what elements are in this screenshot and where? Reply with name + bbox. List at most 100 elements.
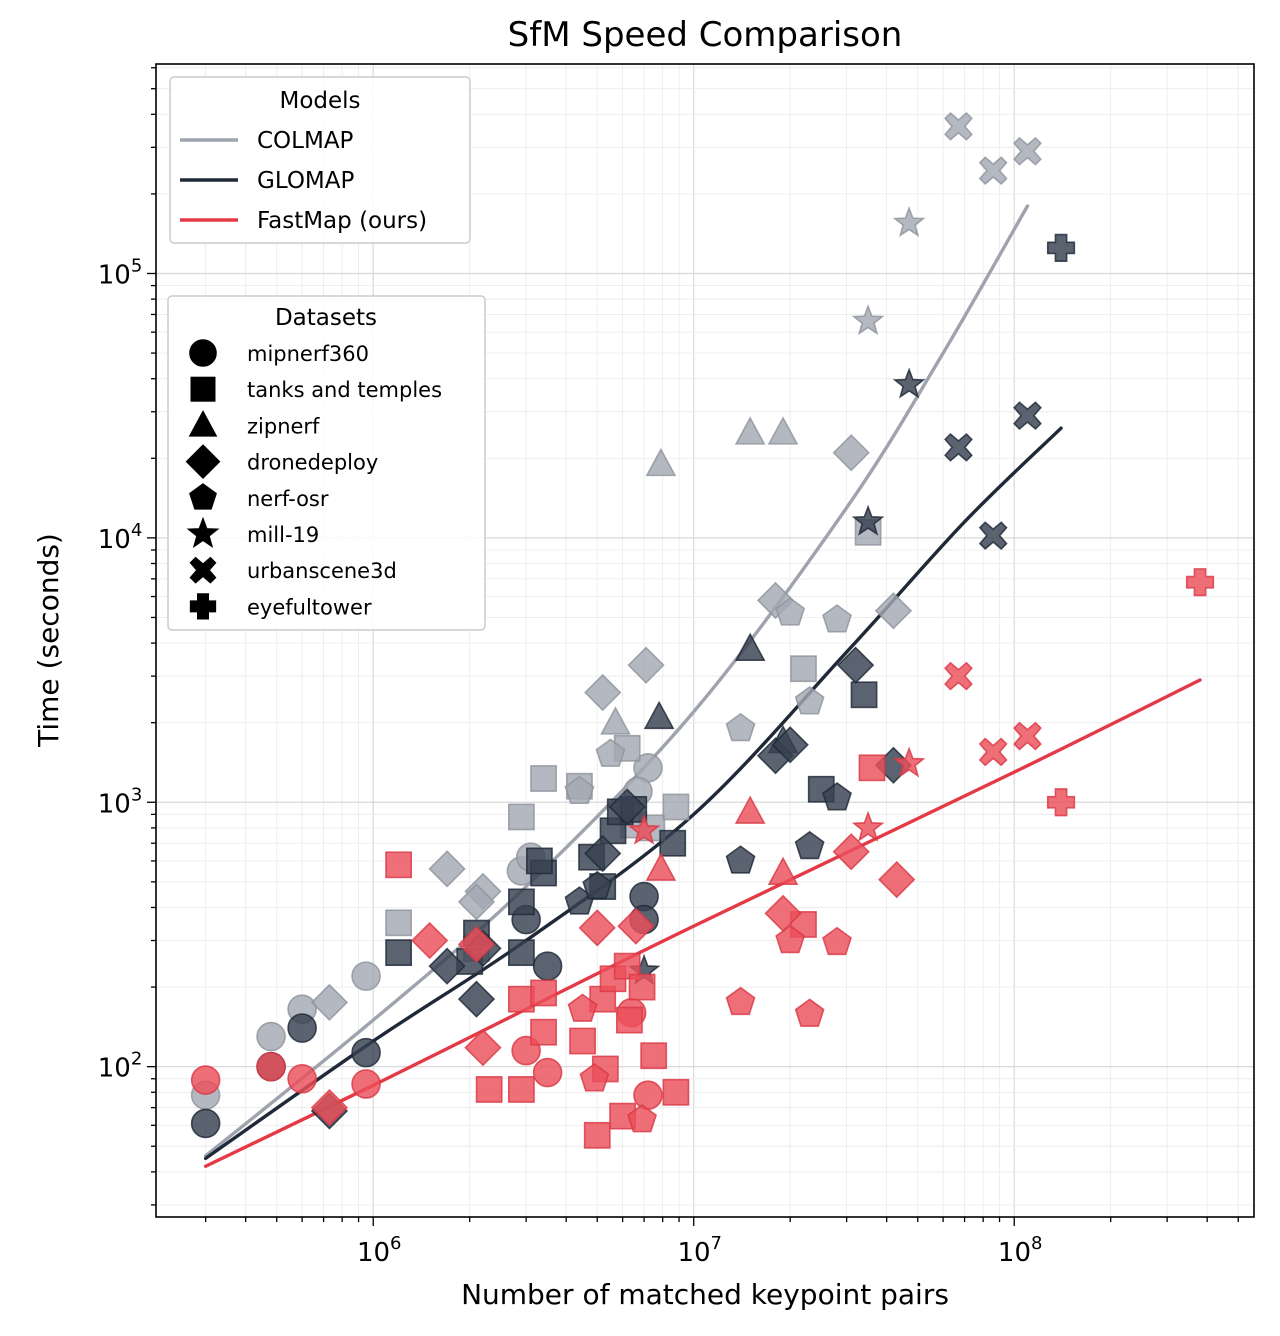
legend-label-urbanscene3d: urbanscene3d [247,559,397,583]
point-colmap-mipnerf360 [351,961,381,991]
point-colmap-dronedeploy [584,673,622,712]
point-colmap-urbanscene3d [1013,136,1042,166]
point-fastmap-urbanscene3d [1013,721,1042,751]
point-fastmap-mill-19 [627,813,661,845]
models-legend-frame [169,76,471,244]
models-legend: Models COLMAP GLOMAP FastMap (ours) [169,76,471,244]
legend-label-mipnerf360: mipnerf360 [247,342,369,366]
legend-label-eyefultower: eyefultower [247,595,372,619]
point-fastmap-zipnerf [734,795,766,824]
point-glomap-mill-19 [851,504,885,536]
legend-marker-tanks-and-temples [190,376,216,402]
point-glomap-dronedeploy [608,788,646,826]
point-glomap-tanks-and-temples [850,681,878,709]
point-fastmap-dronedeploy [832,833,870,871]
point-colmap-nerf-osr [822,604,852,633]
point-fastmap-tanks-and-temples [530,1018,557,1046]
point-glomap-dronedeploy [771,726,809,764]
legend-marker-mill-19 [186,516,220,548]
point-colmap-tanks-and-temples [508,803,535,831]
legend-label-fastmap: FastMap (ours) [257,208,427,234]
point-fastmap-nerf-osr [579,1063,610,1092]
point-glomap-mipnerf360 [190,1108,221,1139]
point-colmap-nerf-osr [564,775,595,805]
legend-label-glomap: GLOMAP [257,168,354,194]
point-colmap-nerf-osr [725,712,756,742]
point-glomap-zipnerf [643,700,675,730]
chart-title: SfM Speed Comparison [508,15,903,55]
point-fastmap-tanks-and-temples [640,1042,668,1070]
point-fastmap-mipnerf360 [190,1065,221,1095]
point-glomap-mill-19 [892,367,926,399]
point-glomap-nerf-osr [725,845,756,874]
point-fastmap-dronedeploy [457,925,496,964]
point-colmap-zipnerf [645,447,677,477]
legend-label-colmap: COLMAP [257,128,354,154]
models-legend-title: Models [279,88,360,114]
point-glomap-urbanscene3d [978,521,1008,551]
point-fastmap-mipnerf360 [351,1069,381,1099]
point-colmap-dronedeploy [832,434,870,472]
point-colmap-zipnerf [734,416,766,445]
point-fastmap-tanks-and-temples [662,1078,690,1106]
point-colmap-mill-19 [892,205,926,238]
point-glomap-mipnerf360 [532,951,563,981]
x-tick-label: 108 [998,1233,1043,1268]
point-colmap-dronedeploy [310,983,349,1022]
point-fastmap-mipnerf360 [532,1057,563,1088]
point-glomap-urbanscene3d [944,432,973,462]
point-glomap-dronedeploy [836,646,875,684]
point-colmap-tanks-and-temples [530,765,557,792]
point-glomap-dronedeploy [457,980,496,1018]
legend-label-zipnerf: zipnerf [247,414,320,438]
point-fastmap-nerf-osr [794,998,825,1027]
point-glomap-nerf-osr [794,830,825,860]
legend-label-tanks-and-temples: tanks and temples [247,378,442,402]
point-glomap-dronedeploy [584,834,622,873]
point-fastmap-tanks-and-temples [616,1006,643,1034]
point-glomap-tanks-and-temples [385,939,413,967]
point-fastmap-dronedeploy [578,909,616,947]
point-fastmap-dronedeploy [878,860,916,899]
point-fastmap-mipnerf360 [256,1051,286,1082]
point-colmap-dronedeploy [627,646,665,684]
point-glomap-tanks-and-temples [526,847,553,875]
point-fastmap-mill-19 [851,810,885,842]
point-glomap-nerf-osr [822,782,852,811]
scatter-points [190,112,1215,1149]
point-colmap-zipnerf [600,706,631,735]
point-fastmap-nerf-osr [822,926,852,956]
point-colmap-nerf-osr [595,738,626,767]
y-tick-label: 102 [98,1049,143,1084]
y-axis-label: Time (seconds) [32,533,65,748]
point-fastmap-dronedeploy [411,921,449,960]
point-glomap-nerf-osr [582,870,613,900]
point-glomap-mipnerf360 [287,1013,317,1043]
point-colmap-tanks-and-temples [790,655,817,683]
point-fastmap-tanks-and-temples [385,851,413,879]
point-fastmap-mipnerf360 [633,1080,663,1110]
point-glomap-eyefultower [1046,233,1076,262]
point-fastmap-tanks-and-temples [508,1076,535,1103]
point-glomap-urbanscene3d [1013,401,1042,431]
x-axis-label: Number of matched keypoint pairs [461,1278,949,1311]
point-fastmap-zipnerf [645,852,677,881]
point-colmap-dronedeploy [457,883,496,921]
point-fastmap-tanks-and-temples [569,1027,596,1055]
point-fastmap-tanks-and-temples [628,973,656,1001]
point-fastmap-tanks-and-temples [508,985,535,1013]
legend-label-nerf-osr: nerf-osr [247,487,329,511]
point-fastmap-tanks-and-temples [530,979,557,1007]
point-fastmap-nerf-osr [775,924,806,954]
point-fastmap-dronedeploy [617,907,655,945]
point-colmap-mipnerf360 [256,1021,286,1052]
point-glomap-mipnerf360 [351,1037,381,1068]
point-colmap-zipnerf [767,416,799,445]
datasets-legend: Datasets mipnerf360 tanks and temples zipn… [167,295,486,631]
fit-line-colmap [203,204,1030,1158]
point-colmap-mill-19 [851,303,885,336]
point-fastmap-eyefultower [1046,788,1076,817]
point-colmap-urbanscene3d [944,112,973,141]
legend-marker-dronedeploy [185,444,221,479]
point-colmap-tanks-and-temples [662,793,690,821]
